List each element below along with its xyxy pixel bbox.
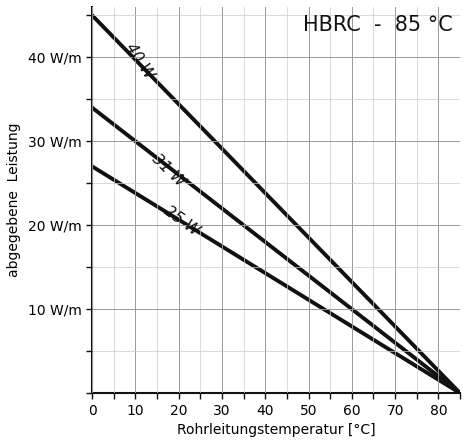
Text: 31 W: 31 W — [149, 151, 187, 190]
X-axis label: Rohrleitungstemperatur [°C]: Rohrleitungstemperatur [°C] — [177, 423, 375, 437]
Text: HBRC  -  85 °C: HBRC - 85 °C — [303, 15, 453, 35]
Text: 25 W: 25 W — [162, 203, 202, 239]
Text: 40 W: 40 W — [122, 41, 156, 82]
Y-axis label: abgegebene  Leistung: abgegebene Leistung — [7, 123, 21, 277]
